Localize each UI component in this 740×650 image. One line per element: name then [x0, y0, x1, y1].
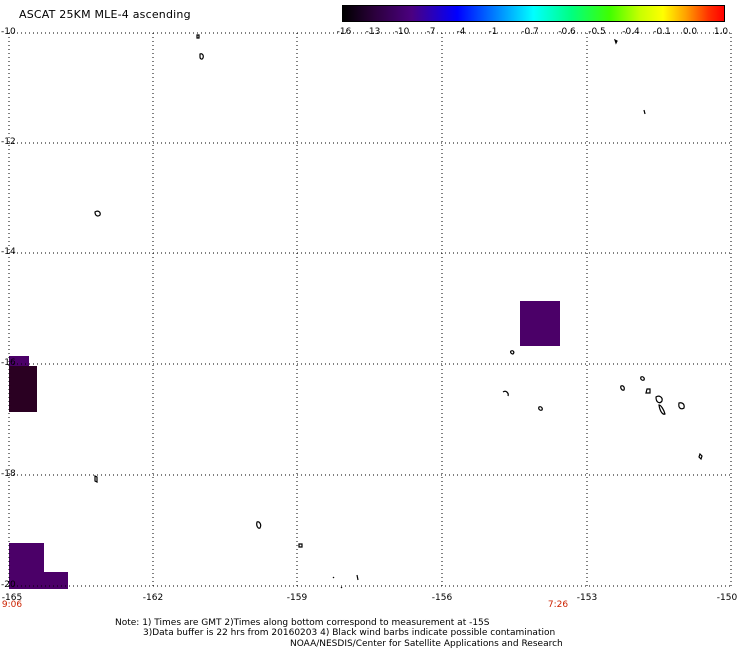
colorbar-label: -16: [336, 27, 352, 37]
note-line: Note: 1) Times are GMT 2)Times along bot…: [115, 618, 490, 628]
lon-label: -159: [286, 593, 308, 603]
lat-label: -10: [1, 27, 16, 37]
lat-label: -18: [1, 469, 16, 479]
time-label-right: 7:26: [547, 600, 569, 610]
credit-line: NOAA/NESDIS/Center for Satellite Applica…: [290, 639, 563, 649]
colorbar-label: -13: [365, 27, 381, 37]
data-swath: [520, 301, 560, 346]
data-swath-contaminated: [9, 366, 37, 412]
colorbar-label: -4: [456, 27, 466, 37]
lon-label: -162: [142, 593, 164, 603]
lon-label: -165: [1, 593, 23, 603]
lon-label: -156: [431, 593, 453, 603]
grid: [8, 32, 732, 589]
colorbar-label: -0.1: [653, 27, 671, 37]
colorbar-label: -10: [394, 27, 410, 37]
colorbar-label: -0.7: [521, 27, 539, 37]
colorbar-label: 0.0: [682, 27, 698, 37]
colorbar-label: -0.4: [622, 27, 640, 37]
coastlines: [94, 34, 703, 589]
colorbar-label: -7: [426, 27, 436, 37]
lon-label: -150: [716, 593, 738, 603]
colorbar-label: -1: [488, 27, 498, 37]
map-title: ASCAT 25KM MLE-4 ascending: [19, 8, 191, 21]
lon-label: -153: [576, 593, 598, 603]
colorbar-label: -0.5: [588, 27, 606, 37]
note-line: 3)Data buffer is 22 hrs from 20160203 4)…: [143, 628, 556, 638]
lat-label: -14: [1, 247, 16, 257]
colorbar-label: -0.6: [558, 27, 576, 37]
data-swath: [30, 572, 68, 589]
lat-label: -12: [1, 137, 16, 147]
colorbar: [342, 5, 725, 22]
time-label-left: 9:06: [1, 600, 23, 610]
colorbar-label: 1.0: [713, 27, 729, 37]
lat-label: -20: [1, 580, 16, 590]
lat-label: -16: [1, 358, 16, 368]
